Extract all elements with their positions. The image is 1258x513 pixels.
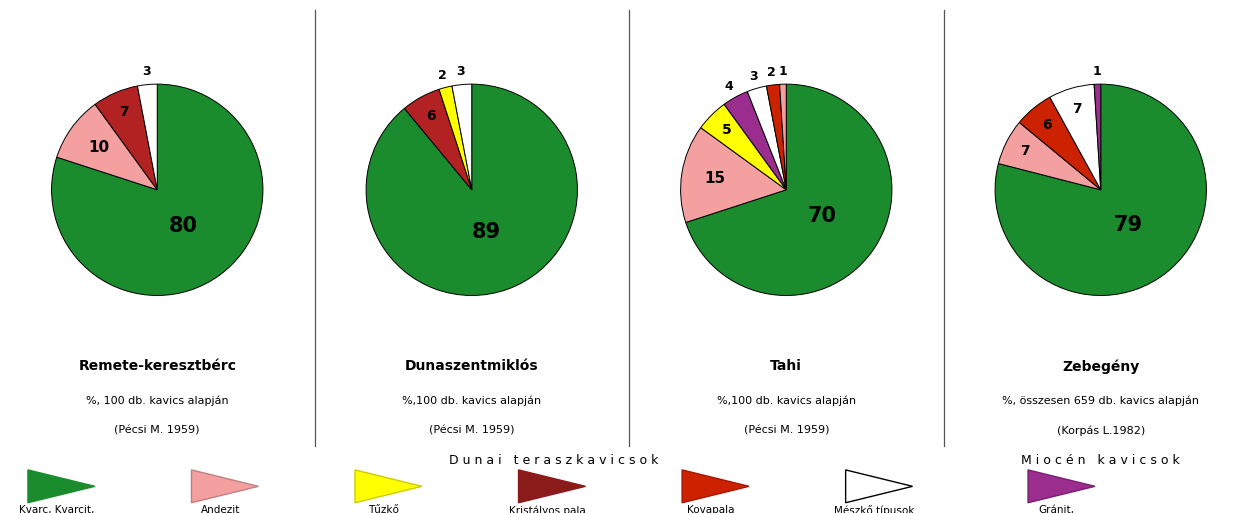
Polygon shape bbox=[682, 470, 749, 503]
Wedge shape bbox=[999, 123, 1101, 190]
Wedge shape bbox=[681, 128, 786, 223]
Text: 3: 3 bbox=[142, 66, 151, 78]
Text: 6: 6 bbox=[426, 109, 435, 123]
Wedge shape bbox=[452, 84, 472, 190]
Text: 1: 1 bbox=[1093, 65, 1102, 78]
Wedge shape bbox=[725, 91, 786, 190]
Text: 89: 89 bbox=[472, 222, 502, 242]
Text: %, összesen 659 db. kavics alapján: %, összesen 659 db. kavics alapján bbox=[1003, 395, 1199, 405]
Text: 15: 15 bbox=[704, 171, 726, 186]
Polygon shape bbox=[1028, 470, 1094, 503]
Text: Zebegény: Zebegény bbox=[1062, 359, 1140, 373]
Text: (Pécsi M. 1959): (Pécsi M. 1959) bbox=[743, 426, 829, 436]
Text: (Korpás L.1982): (Korpás L.1982) bbox=[1057, 426, 1145, 436]
Text: Gránit,
Granitoid típusok: Gránit, Granitoid típusok bbox=[1011, 505, 1102, 513]
Text: %,100 db. kavics alapján: %,100 db. kavics alapján bbox=[717, 395, 855, 405]
Text: 2: 2 bbox=[767, 66, 776, 79]
Wedge shape bbox=[747, 86, 786, 190]
Text: D u n a i   t e r a s z k a v i c s o k: D u n a i t e r a s z k a v i c s o k bbox=[449, 454, 658, 467]
Text: Kvarc, Kvarcit,
Metahomokkő: Kvarc, Kvarcit, Metahomokkő bbox=[19, 505, 94, 513]
Text: 80: 80 bbox=[169, 215, 198, 235]
Polygon shape bbox=[355, 470, 421, 503]
Wedge shape bbox=[137, 84, 157, 190]
Wedge shape bbox=[52, 84, 263, 295]
Wedge shape bbox=[404, 89, 472, 190]
Text: %, 100 db. kavics alapján: %, 100 db. kavics alapján bbox=[86, 395, 229, 405]
Text: Tűzkő: Tűzkő bbox=[369, 505, 399, 513]
Text: 3: 3 bbox=[457, 66, 465, 78]
Text: 2: 2 bbox=[438, 69, 447, 82]
Wedge shape bbox=[366, 84, 577, 295]
Text: 10: 10 bbox=[88, 140, 109, 155]
Polygon shape bbox=[191, 470, 258, 503]
Text: Remete-keresztbérc: Remete-keresztbérc bbox=[78, 359, 237, 373]
Wedge shape bbox=[780, 84, 786, 190]
Polygon shape bbox=[28, 470, 94, 503]
Wedge shape bbox=[995, 84, 1206, 295]
Text: Kristályos pala: Kristályos pala bbox=[508, 505, 586, 513]
Text: 79: 79 bbox=[1113, 215, 1142, 235]
Text: 70: 70 bbox=[808, 206, 837, 226]
Text: 4: 4 bbox=[725, 80, 733, 93]
Text: Tahi: Tahi bbox=[770, 359, 803, 373]
Text: 5: 5 bbox=[722, 123, 731, 137]
Wedge shape bbox=[686, 84, 892, 295]
Polygon shape bbox=[518, 470, 585, 503]
Text: Kovapala
Lidit: Kovapala Lidit bbox=[687, 505, 735, 513]
Text: Andezit: Andezit bbox=[200, 505, 240, 513]
Wedge shape bbox=[439, 86, 472, 190]
Text: M i o c é n   k a v i c s o k: M i o c é n k a v i c s o k bbox=[1021, 454, 1180, 467]
Wedge shape bbox=[1050, 84, 1101, 190]
Text: %,100 db. kavics alapján: %,100 db. kavics alapján bbox=[403, 395, 541, 405]
Text: (Pécsi M. 1959): (Pécsi M. 1959) bbox=[114, 426, 200, 436]
Text: 1: 1 bbox=[779, 65, 788, 78]
Wedge shape bbox=[57, 104, 157, 190]
Text: Mészkő típusok: Mészkő típusok bbox=[834, 505, 915, 513]
Wedge shape bbox=[96, 86, 157, 190]
Text: 7: 7 bbox=[1020, 145, 1030, 159]
Text: 6: 6 bbox=[1042, 117, 1052, 132]
Wedge shape bbox=[1019, 97, 1101, 190]
Text: 3: 3 bbox=[749, 70, 757, 83]
Text: Dunaszentmiklós: Dunaszentmiklós bbox=[405, 359, 538, 373]
Wedge shape bbox=[1094, 84, 1101, 190]
Wedge shape bbox=[701, 104, 786, 190]
Text: (Pécsi M. 1959): (Pécsi M. 1959) bbox=[429, 426, 515, 436]
Text: 7: 7 bbox=[118, 105, 128, 119]
Polygon shape bbox=[845, 470, 912, 503]
Text: 7: 7 bbox=[1072, 102, 1082, 115]
Wedge shape bbox=[766, 84, 786, 190]
